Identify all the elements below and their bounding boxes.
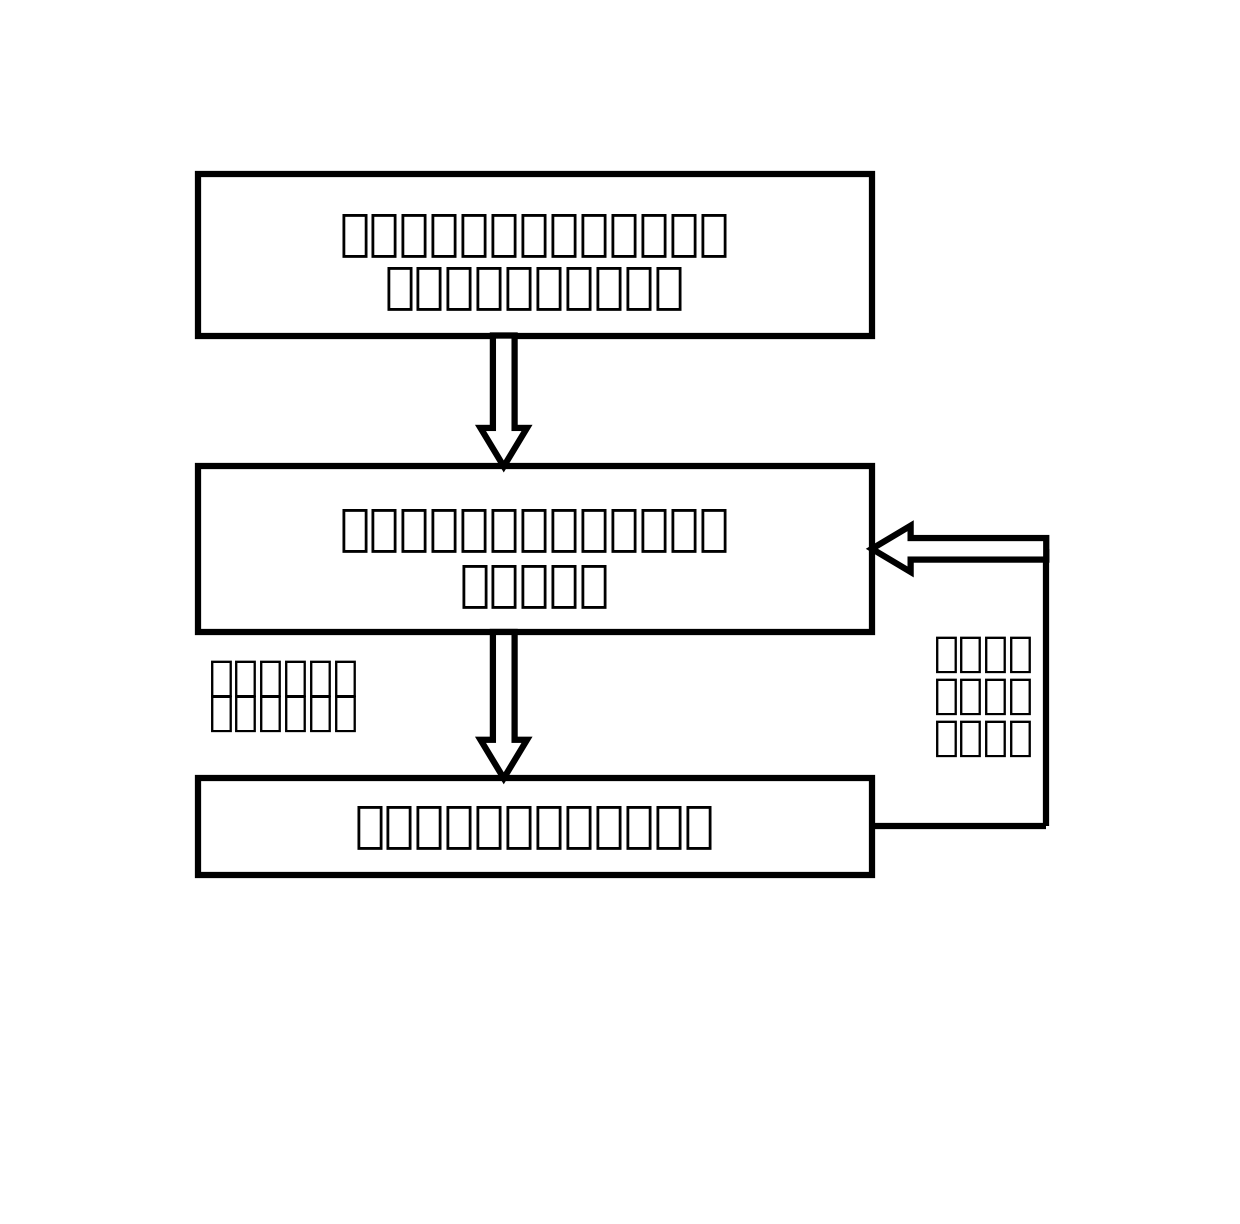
Text: 主机根据信号进行呼吸导引: 主机根据信号进行呼吸导引 <box>355 803 714 851</box>
Text: 呼吸改变: 呼吸改变 <box>934 674 1034 717</box>
Text: 通过压缩机、制氮机、密闭舱: 通过压缩机、制氮机、密闭舱 <box>340 209 730 258</box>
Bar <box>197 174 872 335</box>
Text: 通过引导: 通过引导 <box>934 633 1034 674</box>
Bar <box>197 466 872 632</box>
Polygon shape <box>481 335 527 466</box>
Polygon shape <box>872 526 1047 572</box>
Bar <box>197 778 872 874</box>
Text: 如何呼吸引导: 如何呼吸引导 <box>210 692 360 734</box>
Text: 体生理信号: 体生理信号 <box>460 562 610 610</box>
Text: 使用监测手套、袖带等监测人: 使用监测手套、袖带等监测人 <box>340 506 730 553</box>
Text: 体等营造常压低氧环境: 体等营造常压低氧环境 <box>384 263 684 311</box>
Text: 生理参数决定: 生理参数决定 <box>210 657 360 699</box>
Text: 生理参数: 生理参数 <box>934 717 1034 759</box>
Polygon shape <box>481 632 527 778</box>
